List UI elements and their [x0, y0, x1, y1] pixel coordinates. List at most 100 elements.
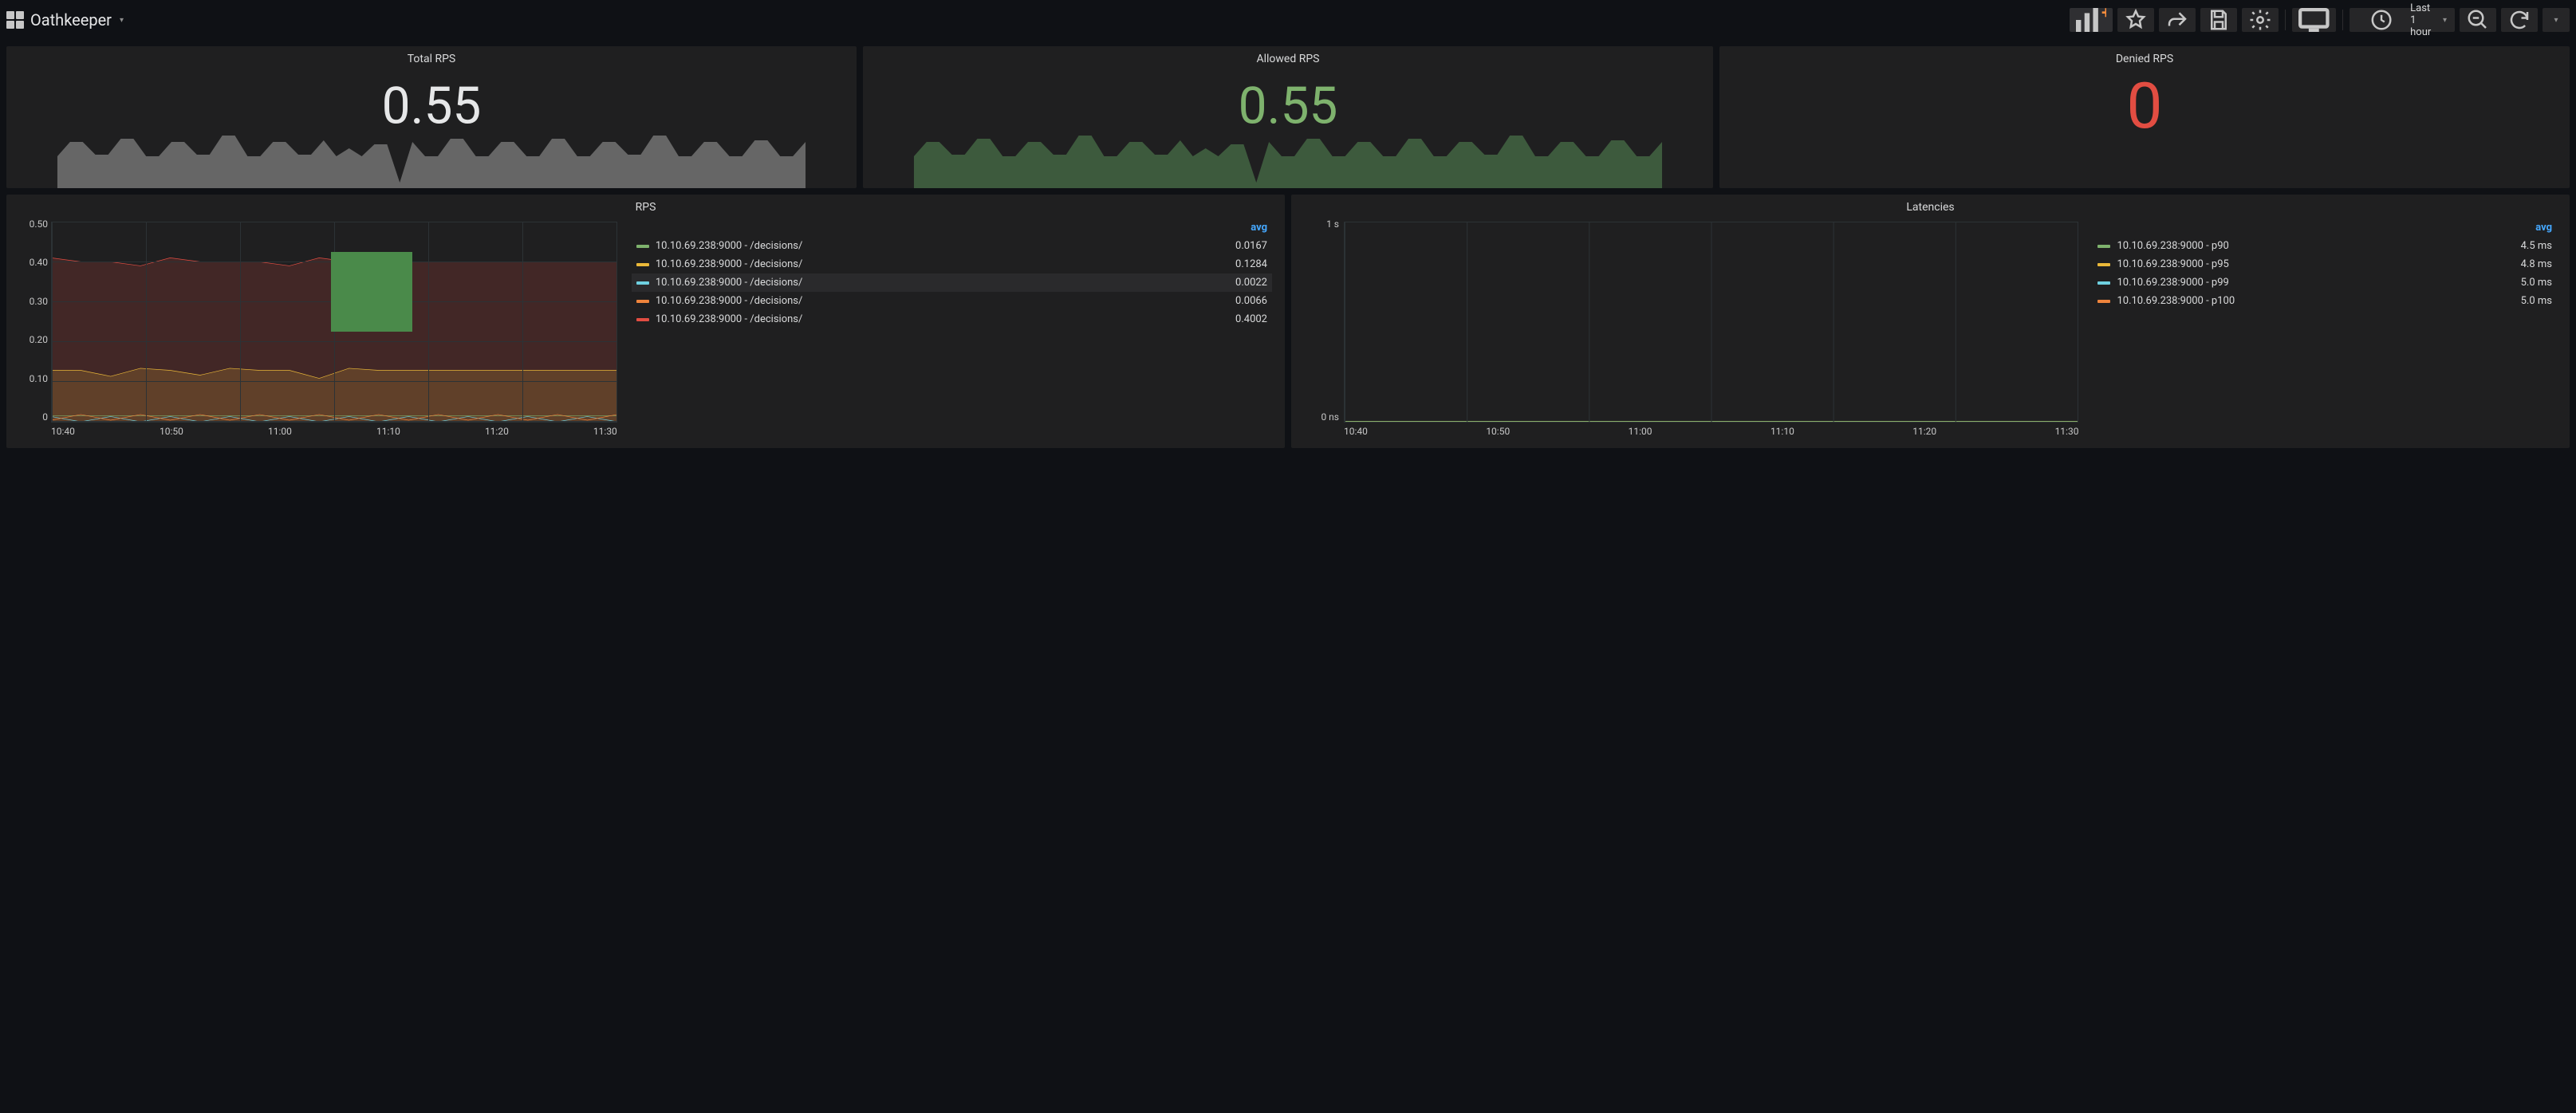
legend-item[interactable]: 10.10.69.238:9000 - /decisions/0.0066: [632, 292, 1272, 310]
legend-header: avg: [632, 218, 1272, 237]
legend-swatch: [2097, 300, 2110, 303]
stat-value: 0.55: [863, 76, 1713, 136]
y-tick: 0.50: [18, 218, 48, 230]
legend-item[interactable]: 10.10.69.238:9000 - /decisions/0.1284: [632, 255, 1272, 273]
toolbar: + Last 1 hour ▾ ▾: [2070, 8, 2570, 32]
refresh-interval-button[interactable]: ▾: [2543, 8, 2570, 32]
y-tick: 1 s: [1302, 218, 1339, 230]
sparkline: [863, 132, 1713, 188]
star-button[interactable]: [2117, 8, 2154, 32]
panel-allowed-rps[interactable]: Allowed RPS 0.55: [863, 46, 1713, 188]
legend-item[interactable]: 10.10.69.238:9000 - p95 4.8 ms: [2093, 255, 2557, 273]
toolbar-separator: [2285, 10, 2286, 30]
legend-label: 10.10.69.238:9000 - p90: [2117, 240, 2490, 252]
x-tick: 11:20: [1912, 426, 1936, 440]
panel-title: Latencies: [1291, 195, 2570, 214]
y-tick: 0.40: [18, 257, 48, 268]
x-tick: 11:10: [1771, 426, 1794, 440]
legend-label: 10.10.69.238:9000 - /decisions/: [656, 277, 1205, 289]
x-tick: 11:00: [1629, 426, 1652, 440]
time-range-label: Last 1 hour: [2410, 2, 2438, 38]
zoom-out-button[interactable]: [2460, 8, 2496, 32]
clock-icon: [2357, 8, 2405, 32]
legend-swatch: [636, 245, 649, 248]
stat-value: 0: [1719, 69, 2570, 144]
save-icon: [2207, 8, 2231, 32]
legend-item[interactable]: 10.10.69.238:9000 - p995.0 ms: [2093, 273, 2557, 292]
share-icon: [2165, 8, 2189, 32]
lat-plot[interactable]: 1 s 0 ns 10:4010:5011:0011:1011:2011:30: [1299, 218, 2082, 443]
dashboard-picker[interactable]: Oathkeeper ▾: [6, 10, 124, 29]
panel-rps-graph[interactable]: RPS 0.50 0.40 0.30 0.20 0.10 0 10:4010:5011:0…: [6, 195, 1285, 448]
y-tick: 0.20: [18, 334, 48, 345]
refresh-icon: [2507, 8, 2531, 32]
chevron-down-icon: ▾: [2443, 16, 2447, 25]
dashboard-icon: [6, 11, 24, 29]
time-range-picker[interactable]: Last 1 hour ▾: [2350, 8, 2455, 32]
stat-value: 0.55: [6, 76, 857, 136]
panel-title: Total RPS: [6, 46, 857, 65]
legend-swatch: [2097, 263, 2110, 266]
legend-item[interactable]: 10.10.69.238:9000 - p90 4.5 ms: [2093, 237, 2557, 255]
legend-label: 10.10.69.238:9000 - /decisions/: [656, 313, 1205, 325]
legend-item[interactable]: 10.10.69.238:9000 - /decisions/0.0022: [632, 273, 1272, 292]
lat-legend: avg10.10.69.238:9000 - p904.5 ms10.10.69…: [2088, 218, 2562, 443]
panel-title: RPS: [6, 195, 1285, 214]
panel-title: Allowed RPS: [863, 46, 1713, 65]
legend-label: 10.10.69.238:9000 - p99: [2117, 277, 2490, 289]
legend-value: 4.5 ms: [2496, 240, 2552, 252]
legend-label: 10.10.69.238:9000 - /decisions/: [656, 258, 1205, 270]
legend-value: 0.0066: [1211, 295, 1267, 307]
panel-latencies-graph[interactable]: Latencies 1 s 0 ns 10:4010:5011:0011:101…: [1291, 195, 2570, 448]
x-axis: 10:4010:5011:0011:1011:2011:30: [1344, 426, 2078, 440]
panel-denied-rps[interactable]: Denied RPS 0: [1719, 46, 2570, 188]
y-axis: 0.50 0.40 0.30 0.20 0.10 0: [18, 218, 48, 423]
legend-item[interactable]: 10.10.69.238:9000 - /decisions/0.4002: [632, 310, 1272, 328]
y-tick: 0.10: [18, 373, 48, 384]
legend-label: 10.10.69.238:9000 - /decisions/: [656, 295, 1205, 307]
x-tick: 10:40: [51, 426, 75, 440]
chevron-down-icon: ▾: [2554, 16, 2558, 25]
legend-label: 10.10.69.238:9000 - p100: [2117, 295, 2490, 307]
x-tick: 11:20: [485, 426, 509, 440]
panel-title: Denied RPS: [1719, 46, 2570, 65]
y-axis: 1 s 0 ns: [1302, 218, 1339, 423]
refresh-button[interactable]: [2501, 8, 2538, 32]
x-tick: 10:50: [1486, 426, 1510, 440]
gear-icon: [2248, 8, 2272, 32]
legend-value: 0.0167: [1211, 240, 1267, 252]
share-button[interactable]: [2159, 8, 2196, 32]
legend-value: 4.8 ms: [2496, 258, 2552, 270]
svg-text:+: +: [2101, 8, 2106, 23]
dashboard-grid: Total RPS 0.55 Allowed RPS 0.55 Denied R…: [0, 40, 2576, 454]
panel-total-rps[interactable]: Total RPS 0.55: [6, 46, 857, 188]
monitor-icon: [2298, 8, 2330, 32]
sparkline: [6, 132, 857, 188]
hover-tooltip: [331, 252, 412, 332]
settings-button[interactable]: [2242, 8, 2279, 32]
gridlines: [1344, 222, 2078, 423]
zoom-out-icon: [2466, 8, 2490, 32]
x-tick: 11:30: [2055, 426, 2079, 440]
y-tick: 0.30: [18, 296, 48, 307]
add-panel-button[interactable]: +: [2070, 8, 2113, 32]
legend-item[interactable]: 10.10.69.238:9000 - p1005.0 ms: [2093, 292, 2557, 310]
legend-label: 10.10.69.238:9000 - p95: [2117, 258, 2490, 270]
legend-value: 0.1284: [1211, 258, 1267, 270]
view-mode-button[interactable]: [2292, 8, 2336, 32]
rps-plot[interactable]: 0.50 0.40 0.30 0.20 0.10 0 10:4010:5011:0011:…: [14, 218, 620, 443]
legend-swatch: [2097, 245, 2110, 248]
dashboard-title: Oathkeeper: [30, 10, 112, 29]
y-tick: 0: [18, 411, 48, 423]
legend-swatch: [636, 300, 649, 303]
legend-swatch: [636, 281, 649, 285]
legend-swatch: [2097, 281, 2110, 285]
legend-swatch: [636, 263, 649, 266]
plot-area[interactable]: [1344, 222, 2078, 423]
x-axis: 10:4010:5011:0011:1011:2011:30: [51, 426, 617, 440]
save-button[interactable]: [2200, 8, 2237, 32]
x-tick: 11:00: [268, 426, 292, 440]
chevron-down-icon: ▾: [120, 16, 124, 25]
legend-item[interactable]: 10.10.69.238:9000 - /decisions/0.0167: [632, 237, 1272, 255]
y-tick: 0 ns: [1302, 411, 1339, 423]
